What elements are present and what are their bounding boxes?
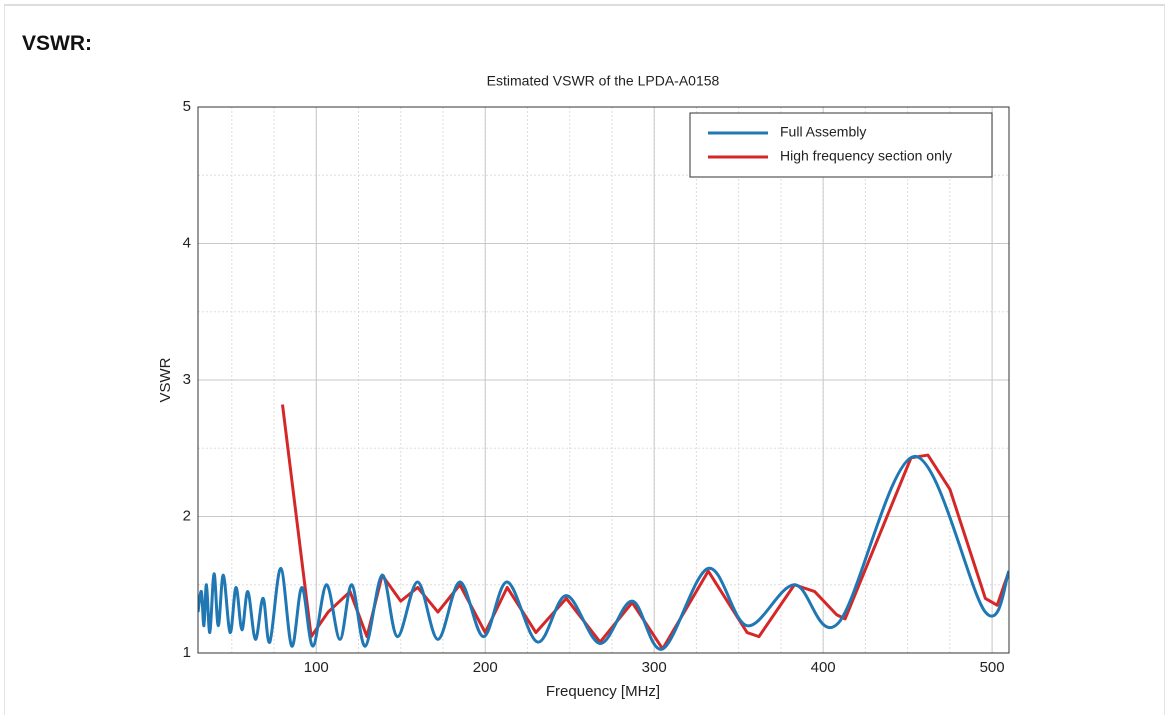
data-line bbox=[198, 454, 1009, 651]
y-tick-label: 2 bbox=[183, 507, 191, 524]
legend-label: High frequency section only bbox=[780, 148, 952, 164]
chart-title: Estimated VSWR of the LPDA-A0158 bbox=[487, 73, 720, 89]
legend-label: Full Assembly bbox=[780, 124, 866, 140]
x-tick-label: 400 bbox=[811, 659, 836, 676]
x-axis-label: Frequency [MHz] bbox=[546, 683, 660, 700]
y-tick-label: 5 bbox=[183, 98, 191, 115]
x-tick-label: 500 bbox=[980, 659, 1005, 676]
y-tick-label: 1 bbox=[183, 644, 191, 661]
x-tick-label: 100 bbox=[304, 659, 329, 676]
plot-frame bbox=[197, 106, 1010, 654]
y-tick-label: 4 bbox=[183, 234, 191, 251]
frame bbox=[4, 4, 1165, 715]
y-axis-label: VSWR bbox=[157, 357, 174, 402]
legend-box bbox=[689, 112, 993, 178]
heading: VSWR: bbox=[22, 32, 92, 55]
y-tick-label: 3 bbox=[183, 371, 191, 388]
x-tick-label: 200 bbox=[473, 659, 498, 676]
x-tick-label: 300 bbox=[642, 659, 667, 676]
